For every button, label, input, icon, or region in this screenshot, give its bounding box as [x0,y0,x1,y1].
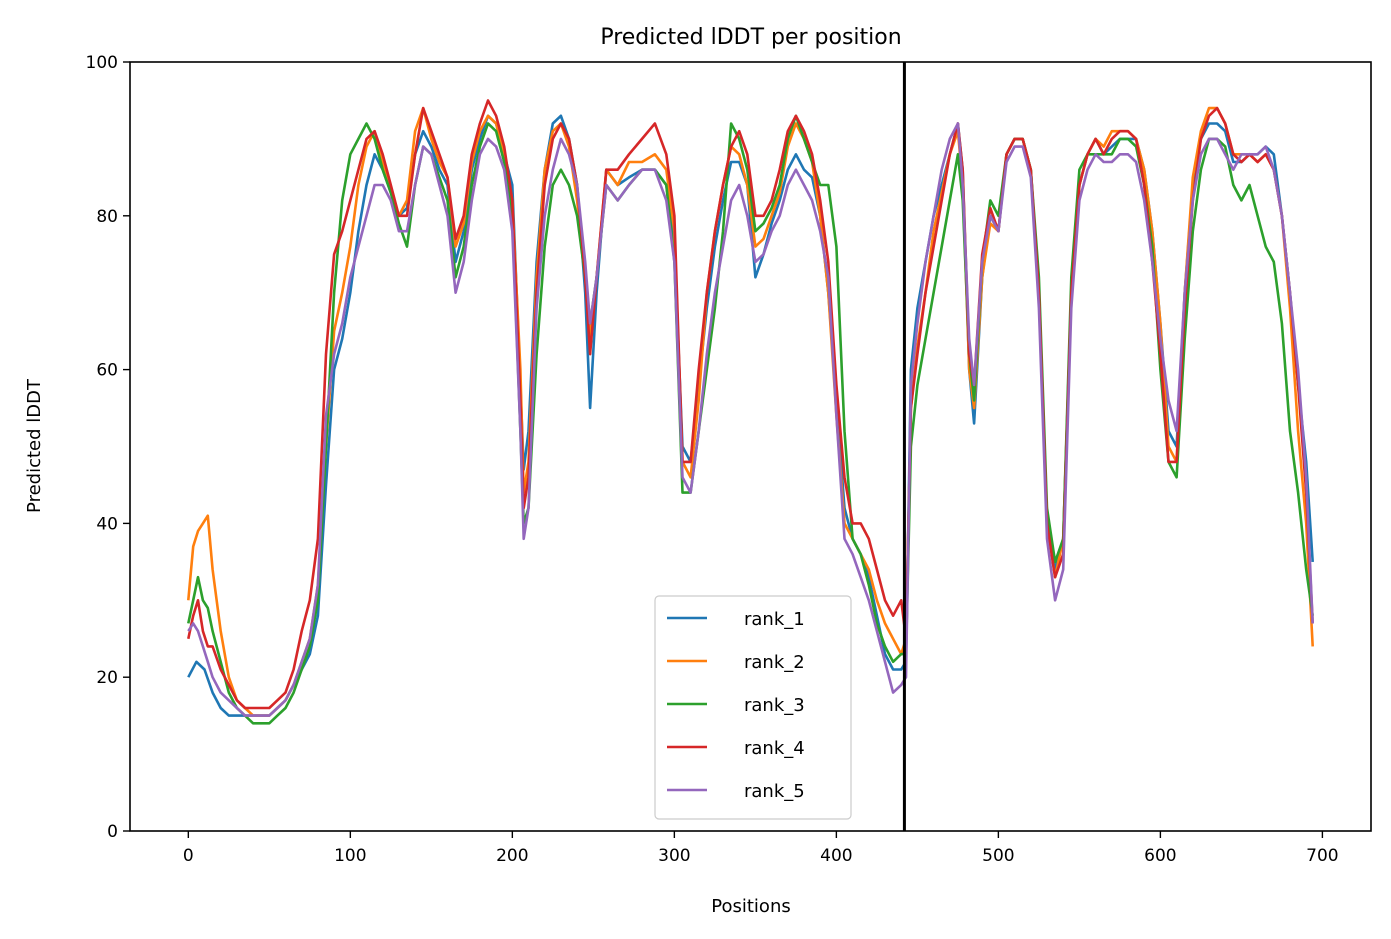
x-tick-label: 500 [982,846,1014,866]
y-tick-label: 60 [96,361,118,381]
legend-label-rank-3: rank_3 [744,695,805,716]
x-tick-label: 600 [1144,846,1176,866]
x-tick-label: 400 [820,846,852,866]
legend-label-rank-1: rank_1 [744,609,805,630]
legend-label-rank-2: rank_2 [744,652,805,673]
x-tick-label: 700 [1306,846,1338,866]
legend-label-rank-4: rank_4 [744,738,805,759]
series-layer [187,99,1314,725]
y-tick-label: 80 [96,207,118,227]
y-axis-label: Predicted lDDT [24,378,45,513]
x-tick-label: 100 [334,846,366,866]
legend-label-rank-5: rank_5 [744,781,805,802]
y-tick-label: 100 [86,53,118,73]
plot-frame [129,61,1372,832]
series-line-rank-4 [187,99,1314,710]
legend-box [654,595,852,820]
x-tick-label: 300 [658,846,690,866]
x-tick-label: 0 [183,846,194,866]
series-line-rank-3 [187,114,1314,725]
x-axis-label: Positions [711,896,790,917]
legend: rank_1 rank_2 rank_3 rank_4 rank_5 [654,595,852,820]
x-ticks: 0 100 200 300 400 500 600 700 [183,831,1339,866]
y-tick-label: 40 [96,514,118,534]
x-tick-label: 200 [496,846,528,866]
y-tick-label: 0 [107,822,118,842]
series-line-rank-5 [187,122,1314,717]
y-ticks: 0 20 40 60 80 100 [86,53,130,842]
chart-title: Predicted lDDT per position [600,25,901,50]
y-tick-label: 20 [96,668,118,688]
